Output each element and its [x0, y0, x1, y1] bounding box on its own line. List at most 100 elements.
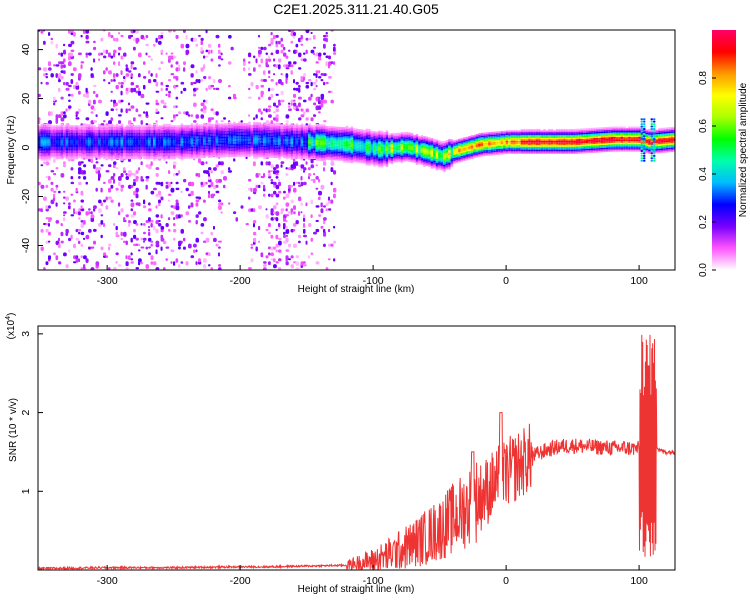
spectrogram-cell — [123, 158, 126, 161]
spectrogram-cell — [48, 151, 51, 154]
spectrogram-cell — [370, 151, 374, 153]
spectrogram-cell — [290, 158, 294, 161]
spectrogram-cell — [383, 140, 386, 143]
spectrogram-cell — [330, 135, 334, 137]
spectrogram-cell — [185, 138, 189, 140]
spectrogram-cell — [223, 130, 226, 133]
spectrogram-cell — [325, 81, 329, 85]
spectrogram-cell — [270, 126, 274, 129]
spectrogram-cell — [148, 135, 151, 138]
spectrogram-cell — [358, 151, 361, 153]
spectrogram-cell — [210, 154, 214, 157]
spectrogram-cell — [398, 153, 401, 155]
spectrogram-cell — [248, 149, 251, 152]
spectrogram-cell — [363, 154, 366, 157]
spectrogram-cell — [343, 127, 346, 129]
spectrogram-cell — [260, 148, 264, 151]
spectrogram-cell — [373, 140, 376, 142]
spectrogram-cell — [178, 153, 181, 155]
spectrogram-cell — [245, 133, 249, 135]
spectrogram-cell — [98, 141, 101, 143]
spectrogram-cell — [80, 190, 84, 196]
spectrogram-cell — [330, 143, 334, 146]
spectrogram-cell — [113, 156, 116, 158]
spectrogram-cell — [325, 202, 329, 207]
spectrogram-cell — [345, 156, 349, 159]
spectrogram-cell — [155, 108, 158, 113]
spectrogram-cell — [148, 246, 151, 249]
spectrogram-cell — [115, 151, 119, 154]
spectrogram-cell — [113, 137, 116, 139]
spectrogram-cell — [265, 108, 268, 113]
spectrogram-cell — [273, 137, 276, 139]
spectrogram-cell — [170, 211, 175, 215]
spectrogram-cell — [260, 139, 264, 142]
spectrogram-cell — [228, 145, 231, 147]
spectrogram-cell — [138, 126, 141, 129]
spectrogram-cell — [200, 108, 204, 112]
spectrogram-cell — [298, 132, 301, 134]
spectrogram-cell — [350, 130, 354, 133]
spectrogram-cell — [375, 144, 379, 147]
spectrogram-cell — [385, 146, 389, 148]
spectrogram-cell — [135, 144, 139, 146]
spectrogram-cell — [270, 32, 273, 36]
spectrogram-cell — [340, 146, 344, 148]
spectrogram-cell — [148, 123, 151, 126]
spectrogram-cell — [80, 129, 84, 132]
spectrogram-cell — [73, 243, 76, 249]
spectrogram-cell — [238, 147, 241, 150]
spectrogram-cell — [278, 146, 281, 148]
spectrogram-cell — [365, 131, 369, 134]
spectrogram-cell — [313, 157, 316, 160]
spectrogram-cell — [123, 144, 126, 146]
spectrogram-cell — [323, 156, 326, 159]
spectrogram-cell — [150, 261, 154, 265]
spectrogram-cell — [195, 114, 199, 119]
spectrogram-cell — [160, 134, 164, 136]
spectrogram-cell — [150, 131, 154, 133]
spectrogram-cell — [168, 125, 171, 127]
spectrogram-cell — [320, 184, 325, 190]
spectrogram-cell — [323, 127, 326, 129]
spectrogram-cell — [255, 154, 259, 156]
spectrogram-cell — [270, 93, 273, 98]
spectrogram-cell — [363, 159, 366, 161]
spectrogram-cell — [285, 202, 290, 207]
spectrogram-cell — [258, 152, 261, 155]
spectrogram-cell — [255, 129, 259, 131]
spectrogram-cell — [335, 158, 339, 161]
spectrogram-cell — [330, 199, 334, 204]
spectrogram-cell — [143, 140, 146, 142]
spectrogram-cell — [70, 138, 74, 141]
spectrogram-cell — [73, 126, 76, 129]
spectrogram-cell — [298, 141, 301, 143]
spectrogram-cell — [265, 58, 268, 63]
spectrogram-cell — [133, 228, 136, 233]
spectrogram-cell — [163, 135, 166, 138]
spectrogram-cell — [390, 153, 394, 156]
spectrogram-cell — [320, 156, 324, 159]
spectrogram-cell — [343, 140, 346, 142]
spectrogram-cell — [335, 129, 339, 132]
spectrogram-cell — [193, 93, 197, 97]
spectrogram-cell — [115, 129, 119, 132]
spectrogram-cell — [320, 159, 324, 162]
spectrogram-cell — [203, 105, 207, 110]
spectrogram-cell — [80, 34, 83, 38]
spectrogram-cell — [388, 157, 391, 159]
spectrogram-cell — [250, 152, 254, 155]
spectrogram-cell — [108, 243, 112, 247]
spectrogram-cell — [68, 128, 71, 130]
spectrogram-cell — [315, 123, 319, 126]
spectrogram-cell — [388, 146, 391, 149]
spectrogram-cell — [163, 102, 167, 105]
spectrogram-cell — [260, 79, 264, 82]
spectrogram-cell — [95, 154, 99, 157]
spectrogram-cell — [270, 154, 274, 157]
spectrogram-cell — [38, 144, 41, 146]
spectrogram-cell — [55, 128, 59, 130]
spectrogram-cell — [270, 208, 274, 213]
spectrogram-cell — [38, 134, 41, 136]
spectrogram-cell — [65, 264, 69, 269]
